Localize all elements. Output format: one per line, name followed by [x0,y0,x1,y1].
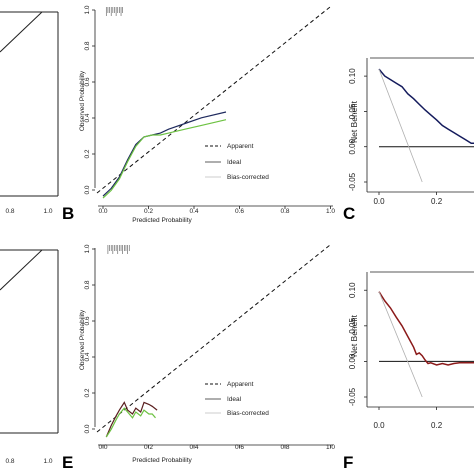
nb_top-curve [378,68,474,144]
y-axis-label: Observed Probability [79,70,86,131]
legend-label: Bias-corrected [227,410,269,417]
y-tick-label: 0.4 [84,352,91,361]
ideal-diagonal-line [0,11,43,53]
y-tick-label: 0.05 [348,103,357,119]
ideal-plot-a-partial: 0.8 1.0 [0,11,59,215]
x-tick-label: 1.0 [43,458,52,465]
panel-label: F [343,453,353,472]
treat_all-curve [378,291,423,398]
apparent-curve [102,111,227,197]
nb_bottom-curve [378,291,474,366]
x-tick-label: 1.0 [43,208,52,215]
y-axis-label: Net Benefit [349,314,359,357]
y-tick-label: 0.0 [84,424,91,433]
app_bottom-curve [105,401,158,438]
net-benefit-plot-c: -0.05 0.00 0.05 0.10 0.0 0.2 Net Benefit C [343,57,474,223]
x-tick-label: 0.4 [189,444,198,451]
y-tick-label: 1.0 [84,5,91,14]
x-tick-label: 0.2 [431,197,443,206]
y-tick-label: 0.05 [348,317,357,333]
y-tick-label: 0.0 [84,185,91,194]
y-tick-label: 0.00 [348,138,357,154]
panel-label: B [62,204,74,223]
x-tick-label: 1.0 [326,444,335,451]
x-tick-label: 0.8 [280,444,289,451]
y-tick-label: 0.2 [84,388,91,397]
x-tick-label: 0.0 [98,444,107,451]
x-axis-label: Predicted Probability [132,457,192,464]
legend-label: Ideal [227,396,242,403]
treat_all-curve [378,68,423,183]
y-axis-label: Observed Probability [79,309,86,370]
net-benefit-plot-f: -0.05 0.00 0.05 0.10 0.0 0.2 Net Benefit F [343,271,474,472]
x-tick-label: 1.0 [326,208,335,215]
legend-label: Apparent [227,381,254,388]
x-tick-label: 0.2 [431,421,443,430]
ideal-diagonal-line [96,244,331,433]
x-tick-label: 0.0 [373,421,385,430]
y-tick-label: 0.8 [84,280,91,289]
x-axis-label: Predicted Probability [132,217,192,224]
y-tick-label: 0.8 [84,41,91,50]
bias_corrected-curve [105,407,156,438]
x-tick-label: 0.6 [235,208,244,215]
x-tick-label: 0.8 [5,208,14,215]
ideal-diagonal-line [0,249,43,291]
panel-label: C [343,204,355,223]
x-tick-label: 0.2 [144,208,153,215]
ideal-plot-d-partial: 0.8 1.0 [0,249,59,465]
legend-label: Bias-corrected [227,174,269,181]
bias_corrected-curve [102,119,227,199]
panel-label: E [62,453,73,472]
y-tick-label: -0.05 [348,172,357,191]
y-tick-label: 1.0 [84,244,91,253]
y-tick-label: -0.05 [348,387,357,406]
x-tick-label: 0.8 [5,458,14,465]
x-tick-label: 0.8 [280,208,289,215]
y-tick-label: 0.10 [348,68,357,84]
x-tick-label: 0.2 [144,444,153,451]
legend-label: Apparent [227,143,254,150]
y-tick-label: 0.6 [84,77,91,86]
ideal-diagonal-line [96,6,331,194]
y-tick-label: 0.00 [348,353,357,369]
x-tick-label: 0.4 [189,208,198,215]
y-tick-label: 0.6 [84,316,91,325]
x-tick-label: 0.0 [373,197,385,206]
x-tick-label: 0.0 [98,208,107,215]
calibration-plot-b: 0.0 0.2 0.4 0.6 0.8 1.0 0.0 0.2 0.4 0.6 0.8 1.0 Pred… [62,5,335,224]
y-tick-label: 0.4 [84,113,91,122]
calibration-plot-e: 0.0 0.2 0.4 0.6 0.8 1.0 0.0 0.2 0.4 0.6 0.8 1.0 Pred… [62,244,335,472]
y-tick-label: 0.2 [84,149,91,158]
x-tick-label: 0.6 [235,444,244,451]
y-axis-label: Net Benefit [349,100,359,143]
legend-label: Ideal [227,159,242,166]
y-tick-label: 0.10 [348,282,357,298]
